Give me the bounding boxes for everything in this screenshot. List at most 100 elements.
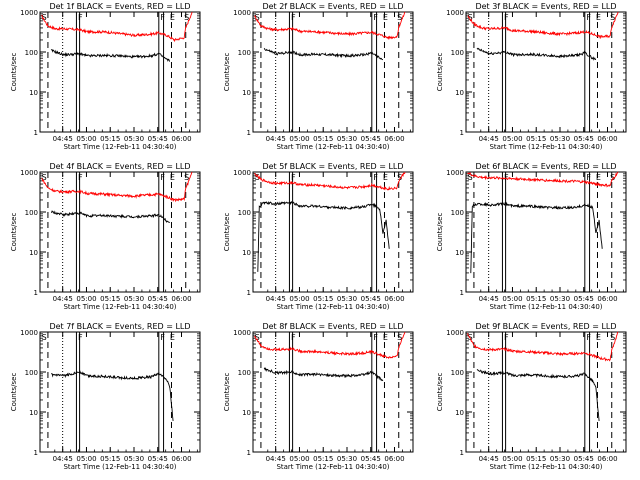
y-tick-label: 10 [29,409,38,417]
lld-series-line [254,171,406,191]
event-marker: F [586,333,591,342]
event-marker: F [504,173,509,182]
y-tick-label: 1 [34,129,38,137]
y-axis-label: Counts/sec [223,213,231,252]
event-marker: F [160,173,165,182]
panel-9: Det 9f BLACK = Events, RED = LLD 1 10 100 10… [436,322,627,471]
y-tick-label: 1000 [20,329,38,337]
events-series-line [263,367,384,382]
events-series-line [470,201,603,274]
x-tick-label: 05:15 [100,455,120,463]
event-marker: F [291,13,296,22]
event-marker: S [610,333,615,342]
lld-series-line [467,331,619,362]
event-marker: S [468,173,473,182]
x-tick-label: 05:00 [76,455,96,463]
x-tick-label: 04:45 [479,135,499,143]
event-marker: F [504,13,509,22]
y-tick-label: 100 [451,209,464,217]
x-axis-label: Start Time (12-Feb-11 04:30:40) [63,143,176,151]
y-tick-label: 10 [455,249,464,257]
x-tick-label: 05:15 [100,295,120,303]
event-marker: S [610,13,615,22]
y-tick-label: 100 [238,49,251,57]
x-tick-label: 05:30 [124,455,144,463]
panel-title: Det 1f BLACK = Events, RED = LLD [49,2,190,11]
x-tick-label: 06:00 [384,295,404,303]
events-series-line [476,47,596,61]
x-tick-label: 05:15 [526,455,546,463]
panel-4: Det 4f BLACK = Events, RED = LLD 1 10 100 10… [10,162,201,311]
event-marker: S [255,333,260,342]
x-axis-label: Start Time (12-Feb-11 04:30:40) [276,303,389,311]
x-tick-label: 05:30 [337,295,357,303]
plot-frame [465,11,627,133]
panel-8: Det 8f BLACK = Events, RED = LLD 1 10 100 10… [223,322,414,471]
y-tick-label: 100 [238,369,251,377]
event-marker: E [596,333,601,342]
x-tick-label: 06:00 [384,455,404,463]
event-marker: E [383,13,388,22]
event-marker: S [397,333,402,342]
x-tick-label: 04:45 [53,455,73,463]
y-tick-label: 1 [247,449,251,457]
event-marker: F [586,13,591,22]
event-marker: F [373,333,378,342]
lld-series-line [254,331,406,360]
x-tick-label: 05:15 [100,135,120,143]
x-tick-label: 05:45 [361,135,381,143]
event-marker: S [42,333,47,342]
x-tick-label: 05:45 [361,455,381,463]
plot-frame [252,171,414,293]
panel-title: Det 4f BLACK = Events, RED = LLD [49,162,190,171]
x-tick-label: 05:45 [148,295,168,303]
x-tick-label: 04:45 [53,135,73,143]
x-tick-label: 05:45 [148,135,168,143]
x-axis-label: Start Time (12-Feb-11 04:30:40) [489,303,602,311]
events-series-line [51,370,174,421]
lld-series-line [467,11,619,40]
x-tick-label: 06:00 [171,455,191,463]
x-tick-label: 05:00 [289,295,309,303]
plot-frame [465,331,627,453]
x-axis-label: Start Time (12-Feb-11 04:30:40) [276,143,389,151]
y-tick-label: 100 [238,209,251,217]
event-marker: S [255,173,260,182]
panel-6: Det 6f BLACK = Events, RED = LLD 1 10 100 10… [436,162,627,311]
x-tick-label: 05:15 [526,295,546,303]
y-axis-label: Counts/sec [436,53,444,92]
plot-frame [39,171,201,293]
x-tick-label: 05:30 [337,455,357,463]
plot-frame [252,11,414,133]
x-axis-label: Start Time (12-Feb-11 04:30:40) [63,463,176,471]
y-tick-label: 1000 [20,9,38,17]
y-tick-label: 100 [25,369,38,377]
y-tick-label: 1000 [20,169,38,177]
y-tick-label: 1000 [446,169,464,177]
y-axis-label: Counts/sec [223,373,231,412]
x-tick-label: 05:30 [124,295,144,303]
y-axis-label: Counts/sec [436,373,444,412]
event-marker: F [504,333,509,342]
x-tick-label: 04:45 [479,295,499,303]
y-axis-label: Counts/sec [10,53,18,92]
x-tick-label: 04:45 [266,135,286,143]
events-series-line [476,368,600,421]
y-tick-label: 1 [34,289,38,297]
x-tick-label: 05:45 [361,295,381,303]
y-tick-label: 1 [247,129,251,137]
x-tick-label: 05:00 [76,295,96,303]
x-tick-label: 06:00 [597,455,617,463]
event-marker: F [78,13,83,22]
x-tick-label: 05:15 [313,295,333,303]
x-tick-label: 05:30 [550,295,570,303]
events-series-line [50,49,171,62]
x-tick-label: 05:00 [289,135,309,143]
panel-title: Det 5f BLACK = Events, RED = LLD [262,162,403,171]
event-marker: S [397,173,402,182]
x-tick-label: 05:15 [313,135,333,143]
x-tick-label: 05:00 [76,135,96,143]
event-marker: S [610,173,615,182]
x-tick-label: 06:00 [171,295,191,303]
x-tick-label: 05:00 [502,295,522,303]
